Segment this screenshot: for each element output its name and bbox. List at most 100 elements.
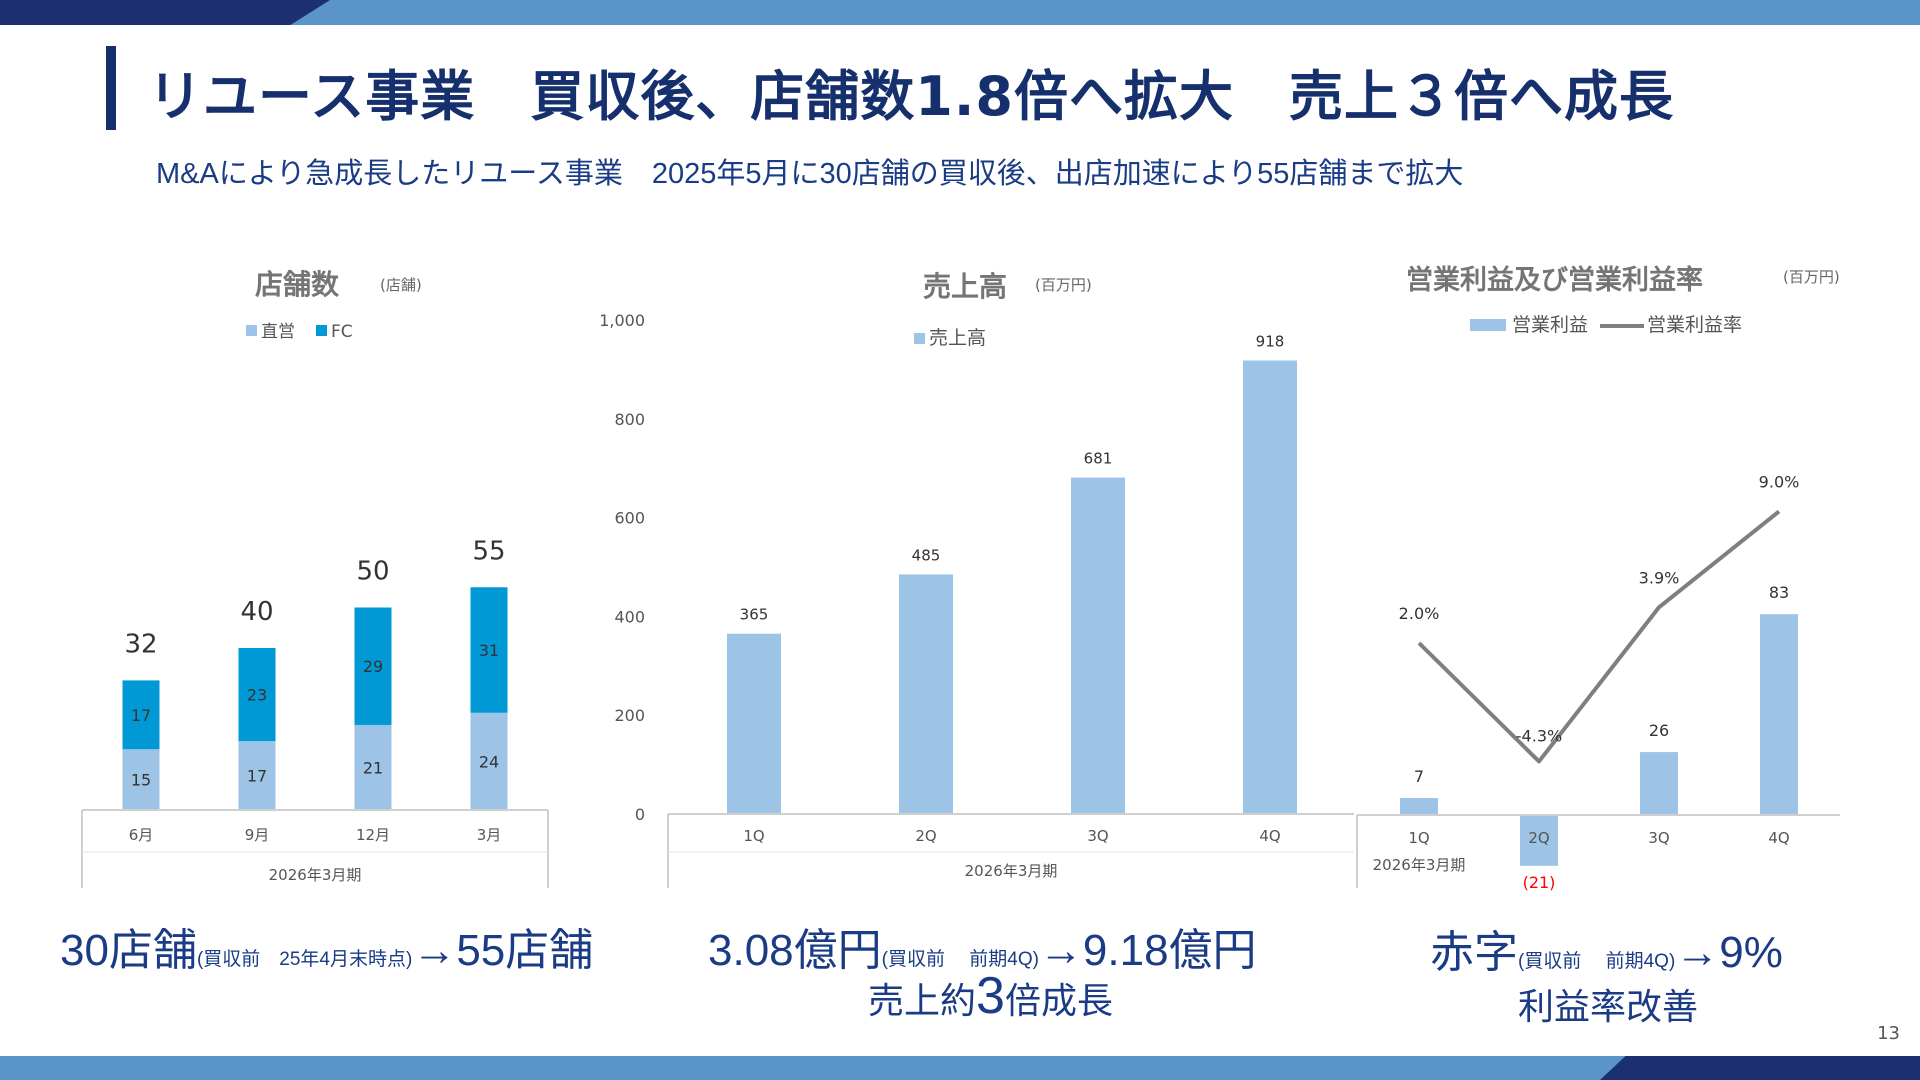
x-tick-label: 9月 [245, 826, 270, 844]
bar-profit [1520, 815, 1558, 866]
sales-caption-note: (買収前 前期4Q) [881, 949, 1039, 970]
chart-title: 営業利益及び営業利益率 [1406, 264, 1703, 296]
y-tick-label: 800 [614, 410, 645, 429]
margin-line [1417, 509, 1781, 764]
page-subtitle: M&Aにより急成長したリユース事業 2025年5月に30店舗の買収後、出店加速に… [156, 158, 1464, 190]
bar-fc [354, 607, 392, 725]
data-label-fc: 23 [247, 686, 267, 705]
data-label-sales: 681 [1084, 450, 1113, 468]
chart-unit: (百万円) [1783, 268, 1840, 286]
bar-profit [1640, 752, 1678, 815]
data-label-profit: 83 [1769, 583, 1789, 602]
profit-caption-after: →9% [1675, 928, 1783, 977]
bar-profit [1400, 798, 1438, 815]
page-title: リユース事業 買収後、店舗数1.8倍へ拡大 売上３倍へ成長 [148, 65, 1674, 128]
sales-growth-prefix: 売上約 [868, 980, 977, 1021]
data-label-margin: -4.3% [1516, 726, 1562, 745]
legend-swatch-direct [246, 325, 257, 336]
data-label-sales: 485 [912, 546, 941, 564]
data-label-profit: 7 [1414, 767, 1424, 786]
data-label-profit-negative: (21) [1523, 873, 1556, 892]
bar-fc [122, 680, 160, 750]
legend-label-sales: 売上高 [929, 327, 986, 349]
legend-swatch-profit [1470, 319, 1506, 331]
chart-unit: (店舗) [380, 276, 422, 294]
period-label: 2026年3月期 [269, 866, 362, 884]
legend-label-direct: 直営 [261, 322, 295, 342]
y-tick-label: 600 [614, 509, 645, 528]
bar-sales [1243, 360, 1297, 814]
title-accent-bar [106, 46, 116, 130]
data-label-sales: 365 [740, 606, 769, 624]
data-label-total: 50 [356, 557, 389, 587]
x-tick-label: 3Q [1648, 829, 1669, 847]
x-tick-label: 2Q [1528, 829, 1549, 847]
data-label-profit: 26 [1649, 721, 1669, 740]
store-count-chart: 店舗数 (店舗) 直営 FC 15 17 32 17 23 40 21 29 50 24 31 55 6… [81, 268, 549, 888]
x-tick-label: 12月 [356, 826, 390, 844]
legend-swatch-sales [914, 333, 925, 344]
bar-direct [122, 749, 160, 810]
profit-improve-text: 利益率改善 [1518, 986, 1699, 1027]
legend-label-profit: 営業利益 [1512, 314, 1588, 336]
data-label-direct: 24 [479, 752, 499, 771]
data-label-direct: 15 [131, 771, 151, 790]
chart-unit: (百万円) [1035, 276, 1092, 294]
legend-swatch-fc [316, 325, 327, 336]
legend-label-margin: 営業利益率 [1647, 314, 1742, 336]
data-label-direct: 17 [247, 767, 267, 786]
y-tick-label: 1,000 [599, 311, 645, 330]
data-label-margin: 3.9% [1639, 568, 1680, 587]
bar-profit [1760, 614, 1798, 815]
bar-fc [470, 587, 508, 713]
stores-caption-after: →55店舗 [412, 926, 594, 975]
sales-caption: 3.08億円(買収前 前期4Q)→9.18億円 [708, 914, 1257, 978]
data-label-margin: 9.0% [1759, 472, 1800, 491]
operating-profit-chart: 営業利益及び営業利益率 (百万円) 営業利益 営業利益率 7 (21) 26 83 2.… [1356, 264, 1840, 892]
legend-label-fc: FC [331, 322, 353, 342]
x-tick-label: 1Q [1408, 829, 1429, 847]
page-number: 13 [1877, 1023, 1900, 1044]
x-tick-label: 6月 [129, 826, 154, 844]
x-tick-label: 4Q [1259, 827, 1280, 845]
sales-caption-before: 3.08億円 [708, 926, 882, 975]
stores-caption-note: (買収前 25年4月末時点) [196, 949, 413, 970]
bar-fc [238, 648, 276, 742]
data-label-fc: 17 [131, 706, 151, 725]
stores-caption-before: 30店舗 [60, 926, 197, 975]
bottom-band-accent [1600, 1056, 1920, 1080]
data-label-total: 55 [472, 536, 505, 566]
x-tick-label: 4Q [1768, 829, 1789, 847]
data-label-fc: 29 [363, 657, 383, 676]
data-label-margin: 2.0% [1399, 604, 1440, 623]
x-tick-label: 2Q [915, 827, 936, 845]
period-label: 2026年3月期 [965, 862, 1058, 880]
data-label-sales: 918 [1256, 333, 1285, 351]
chart-title: 店舗数 [255, 268, 340, 301]
stores-caption: 30店舗(買収前 25年4月末時点)→55店舗 [60, 914, 593, 978]
data-label-fc: 31 [479, 641, 499, 660]
bar-sales [727, 633, 781, 814]
sales-chart: 売上高 (百万円) 売上高 0 200 400 600 800 1,000 365 485 6… [599, 270, 1354, 888]
top-band-accent [0, 0, 330, 25]
sales-caption-after: →9.18億円 [1038, 926, 1257, 975]
sales-growth-number: 3 [976, 967, 1005, 1025]
bar-direct [354, 724, 392, 810]
bar-direct [238, 741, 276, 810]
data-label-direct: 21 [363, 758, 383, 777]
bar-sales [899, 574, 953, 814]
data-label-total: 40 [240, 597, 273, 627]
y-tick-label: 200 [614, 706, 645, 725]
x-tick-label: 3Q [1087, 827, 1108, 845]
profit-caption-line2: 利益率改善 [1518, 978, 1698, 1030]
y-tick-label: 400 [614, 607, 645, 626]
profit-caption-note: (買収前 前期4Q) [1518, 951, 1676, 972]
x-tick-label: 3月 [477, 826, 502, 844]
x-tick-label: 1Q [743, 827, 764, 845]
sales-growth-suffix: 倍成長 [1004, 980, 1113, 1021]
bar-sales [1071, 477, 1125, 814]
chart-title: 売上高 [923, 270, 1007, 303]
y-tick-label: 0 [635, 805, 645, 824]
data-label-total: 32 [124, 629, 157, 659]
period-label: 2026年3月期 [1373, 856, 1466, 874]
